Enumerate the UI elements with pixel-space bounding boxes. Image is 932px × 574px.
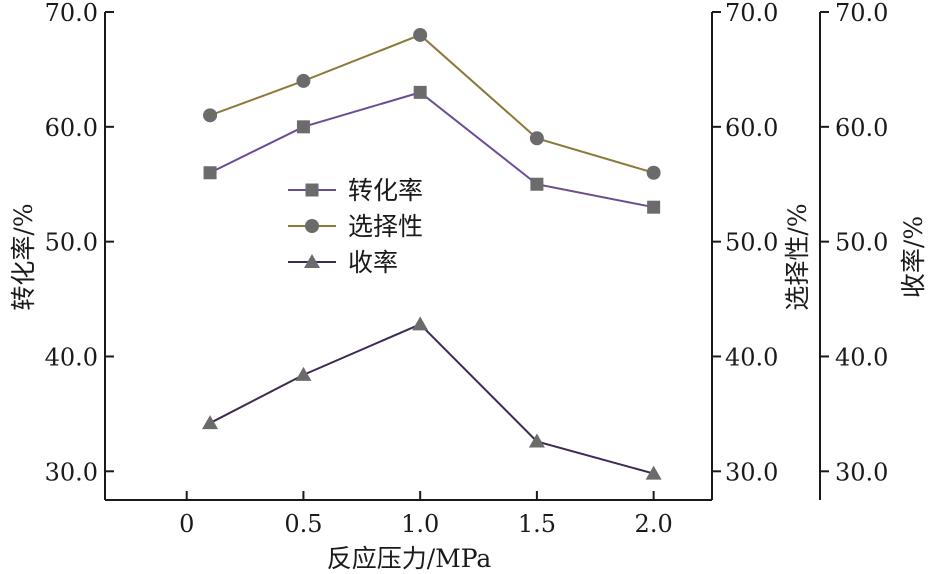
data-point-triangle: [645, 465, 662, 480]
data-point-triangle: [295, 366, 312, 381]
data-point-circle: [413, 27, 428, 42]
y-tick-label-right-outer: 40.0: [835, 343, 888, 371]
x-tick-label: 1.5: [518, 510, 556, 538]
y-tick-label-right: 50.0: [725, 229, 778, 257]
data-point-circle: [305, 219, 319, 233]
y-tick-label-left: 50.0: [45, 229, 98, 257]
data-point-square: [305, 183, 319, 197]
y-tick-label-right: 60.0: [725, 114, 778, 142]
x-tick-label: 2.0: [635, 510, 673, 538]
y-tick-label-left: 60.0: [45, 114, 98, 142]
series-lines-group: [202, 27, 662, 480]
y-tick-label-left: 70.0: [45, 0, 98, 27]
x-axis-title: 反应压力/MPa: [327, 544, 492, 573]
axes-group: 0 0.5 1.0 1.5 2.0 30.0 30.0 30.0 40.0 40.0 40.0 50.…: [45, 0, 889, 538]
y-tick-label-left: 30.0: [45, 458, 98, 486]
data-point-triangle: [304, 254, 320, 268]
y-axis-title-left: 转化率/%: [9, 203, 38, 310]
data-point-square: [296, 120, 310, 134]
series-line-0: [209, 91, 654, 209]
data-point-triangle: [412, 316, 429, 331]
x-tick-label: 0: [179, 510, 194, 538]
y-tick-label-right-outer: 50.0: [835, 229, 888, 257]
data-point-square: [413, 85, 427, 99]
data-point-circle: [646, 165, 661, 180]
y-axis-title-right-outer: 收率/%: [899, 216, 928, 298]
series-line-2: [209, 323, 654, 475]
y-tick-label-right-outer: 30.0: [835, 458, 888, 486]
data-point-square: [530, 177, 544, 191]
x-tick-label: 1.0: [401, 510, 439, 538]
legend-label-0: 转化率: [348, 176, 423, 205]
y-tick-label-right-outer: 70.0: [835, 0, 888, 27]
data-point-triangle: [202, 415, 219, 430]
x-tick-label: 0.5: [284, 510, 322, 538]
y-tick-label-left: 40.0: [45, 343, 98, 371]
data-point-square: [203, 166, 217, 180]
y-tick-label-right: 40.0: [725, 343, 778, 371]
data-point-circle: [203, 108, 218, 123]
legend-label-2: 收率: [348, 248, 398, 277]
data-point-triangle: [528, 433, 545, 448]
y-tick-label-right: 70.0: [725, 0, 778, 27]
y-tick-label-right: 30.0: [725, 458, 778, 486]
legend-label-1: 选择性: [348, 212, 423, 241]
series-line-1: [209, 33, 654, 174]
y-axis-title-right: 选择性/%: [783, 203, 812, 310]
data-point-circle: [296, 73, 311, 88]
data-point-square: [647, 200, 661, 214]
data-point-circle: [529, 131, 544, 146]
y-tick-label-right-outer: 60.0: [835, 114, 888, 142]
